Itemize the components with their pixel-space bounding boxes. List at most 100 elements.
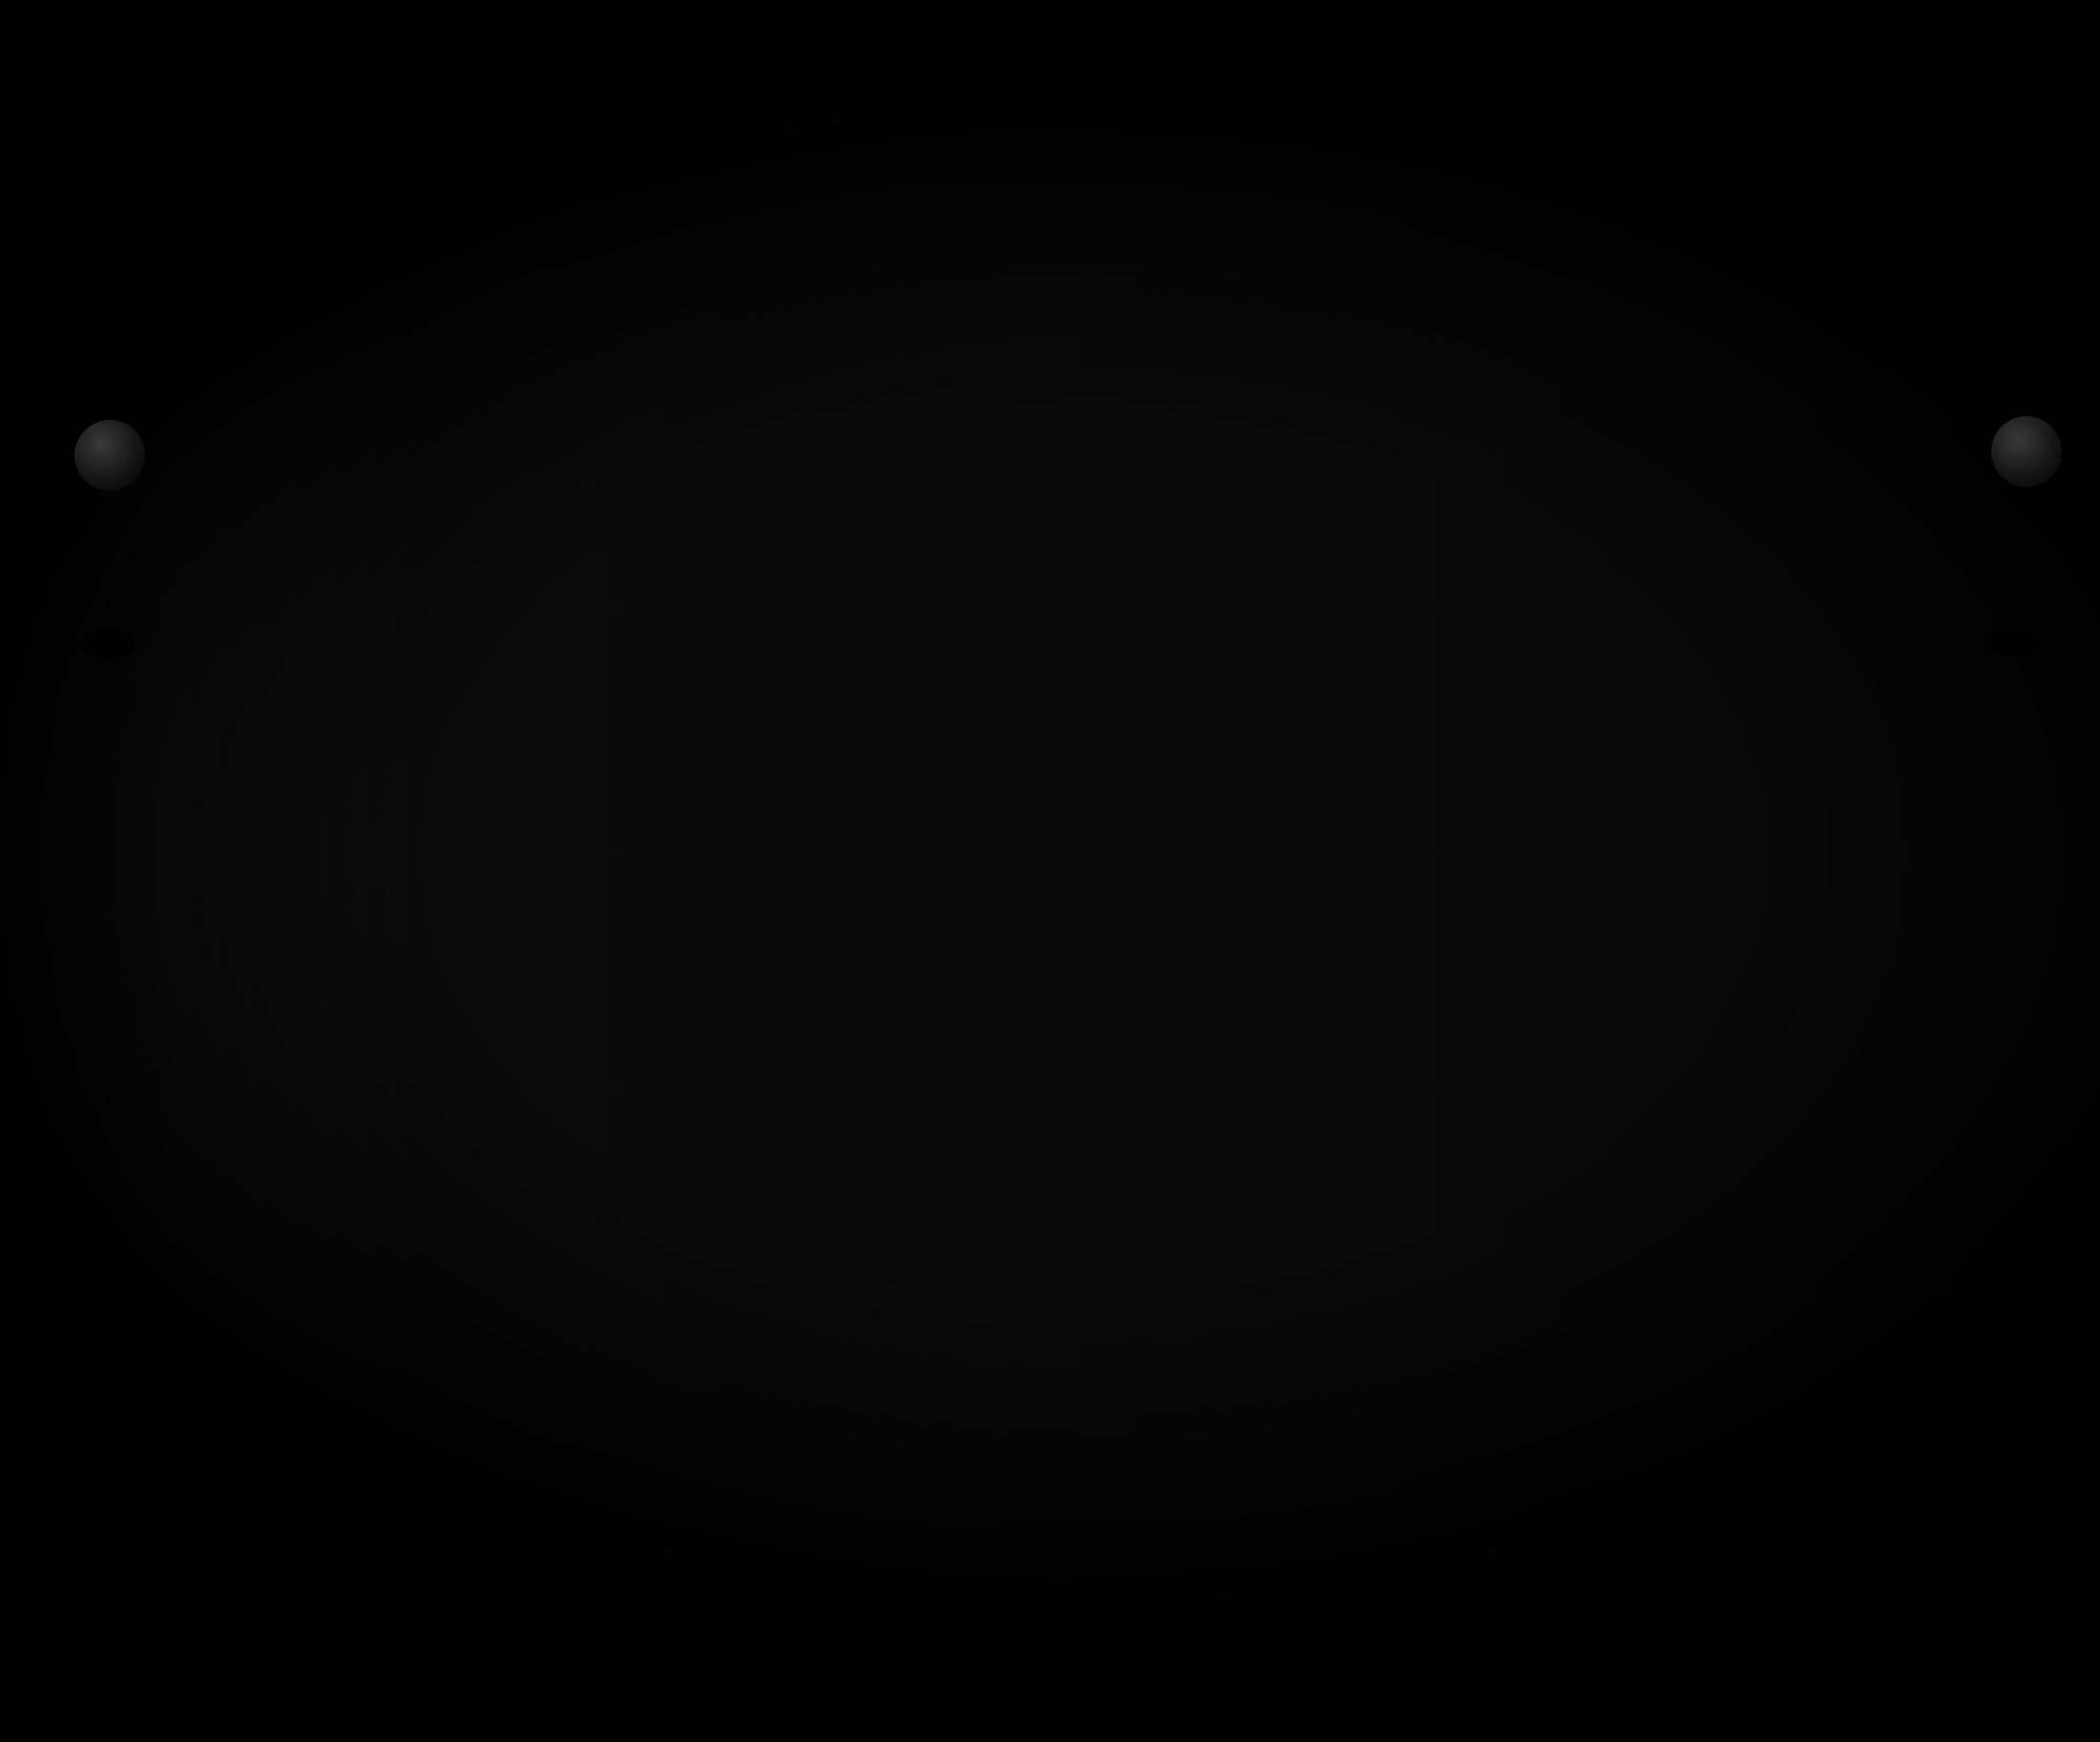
cell-empty [1493, 1278, 1532, 1317]
row-margin-mark: ⌐ H: [105, 1346, 141, 1364]
cell-reading-huf: ×××××× [834, 405, 877, 443]
cell-person-name: Anna Helena Nyqvist [191, 703, 426, 741]
table-row-empty [191, 1298, 1012, 1336]
cell-reading-huf: ×××××× [834, 814, 877, 852]
cell-communion-1830 [1304, 430, 1368, 468]
cell-empty [1178, 1427, 1242, 1466]
cell-empty [1115, 1464, 1179, 1503]
cell-communion-1828: 14 [1178, 1129, 1242, 1168]
cell-smallpox: s [682, 554, 719, 592]
header-smallpox: Koppor [682, 179, 719, 294]
cell-reading-i Bok [717, 1000, 754, 1039]
cell-admitted-age [976, 851, 1012, 890]
cell-birth-date: 1772 [424, 1186, 510, 1225]
cell-came-from: n 670 1828 [584, 889, 684, 927]
cell-communion-1832 [1430, 974, 1494, 1013]
cell-communion-1827 [1115, 839, 1179, 877]
cell-communion-1832: 9 11 [1430, 802, 1494, 840]
cell-empty [1531, 1464, 1818, 1503]
cell-birth-date: 18 29/7 07 [424, 851, 510, 890]
cell-communion-1831 [1367, 616, 1431, 654]
cell-communion-18 [1493, 616, 1532, 654]
cell-reading-cat: ××× [793, 554, 836, 592]
cell-birth-date: 17 4/5 91 [424, 591, 510, 629]
cell-communion-1831 [1367, 1166, 1431, 1206]
cell-birth-date: 1821 [424, 703, 510, 741]
cell-person-name: Anders Lindros [191, 1186, 426, 1225]
cell-birth-date: 18 20/7 05 [424, 479, 510, 517]
cell-communion-18 [1493, 318, 1532, 356]
cell-reading-abc: ✓ [752, 1186, 795, 1225]
table-row: Sara Stina Carlsson 18 7/6 96 D:o n 414 n 42… [191, 777, 1012, 815]
cell-reading-for [949, 703, 977, 741]
book-gutter [1040, 17, 1065, 1697]
cell-communion-1829: 19 [1241, 765, 1305, 803]
cell-reading-for [949, 1186, 977, 1225]
cell-birth-place: Tamela [508, 1186, 586, 1225]
cell-communion-1829 [1241, 919, 1305, 976]
cell-empty [424, 1261, 510, 1299]
cell-departed: n 8 - 30 [1817, 541, 1937, 579]
cell-communion-1832 [1430, 1011, 1494, 1050]
cell-reading-for [949, 889, 977, 927]
cell-birth-place: D:o [508, 591, 586, 629]
cell-admitted-age [976, 293, 1012, 331]
cell-communion-1829: 24 n [1241, 578, 1305, 617]
cell-person-name: Johan Vister [191, 1038, 426, 1076]
cell-empty [1304, 1353, 1368, 1392]
cell-smallpox: s [682, 367, 719, 406]
cell-empty [1304, 1501, 1368, 1541]
cell-communion-1831 [1367, 281, 1431, 319]
cell-remark: a Sandel. 9 n [1531, 1129, 1818, 1168]
table-row [191, 963, 1012, 1001]
cell-communion-1829 [1241, 541, 1305, 579]
cell-reading-huf: ××× [834, 628, 877, 666]
cell-communion-1827: 9 [1115, 1048, 1179, 1087]
cell-empty [793, 1484, 836, 1522]
cell-empty [949, 1447, 977, 1485]
margin-note: n 30 - 33 [1938, 788, 2006, 807]
cell-communion-1832 [1430, 616, 1494, 654]
cell-reading-abc: ×/× [752, 367, 795, 406]
table-row: Maja Stina Flint 811 Wuorin n 670 1828 v v × × ××… [191, 889, 1012, 927]
cell-reading-for [949, 628, 977, 666]
cell-came-from [584, 330, 684, 368]
cell-empty [875, 1261, 924, 1299]
cell-birth-place: Vehkla [508, 367, 586, 406]
cell-departed: n 440 1829 [1817, 467, 1937, 505]
cell-communion-1831 [1367, 1241, 1431, 1280]
cell-communion-1829: n 11 [1241, 690, 1305, 728]
cell-departed [1817, 1166, 1937, 1206]
cell-empty [834, 1484, 877, 1522]
cell-reading-dav [922, 367, 951, 406]
cell-person-name: Gustava Vilh. Bomlin [191, 814, 426, 852]
table-row: n 890 1847 [1115, 1011, 1937, 1050]
cell-empty [1367, 1464, 1431, 1503]
cell-birth-place [508, 963, 586, 1001]
cell-communion-18 [1493, 281, 1532, 319]
cell-communion-1828 [1178, 919, 1242, 976]
row-margin-mark: 1. ♀ [105, 787, 136, 806]
cell-reading-dav [922, 628, 951, 666]
table-row: Carla Charl. Adams 17 4/5 91 D:o n 450 1823 s… [191, 591, 1012, 629]
cell-reading-cat [793, 1000, 836, 1039]
cell-communion-1829: 11 [1241, 727, 1305, 766]
cell-communion-1829: 4 n [1241, 1241, 1305, 1280]
cell-came-from: n 853 1821 [584, 851, 684, 890]
cell-came-from: n 485 1823 [584, 628, 684, 666]
cell-reading-spor [875, 777, 924, 815]
cell-person-name: Sara Johansd= [191, 1224, 426, 1262]
cell-remark [1531, 616, 1818, 654]
cell-smallpox: s [682, 330, 719, 368]
cell-reading-huf: ×××× [834, 479, 877, 517]
cell-birth-place: Sjoesv [508, 330, 586, 368]
cell-reading-spor [875, 293, 924, 331]
cell-admitted-age [976, 479, 1012, 517]
cell-came-from: n 468 1820 [584, 814, 684, 852]
